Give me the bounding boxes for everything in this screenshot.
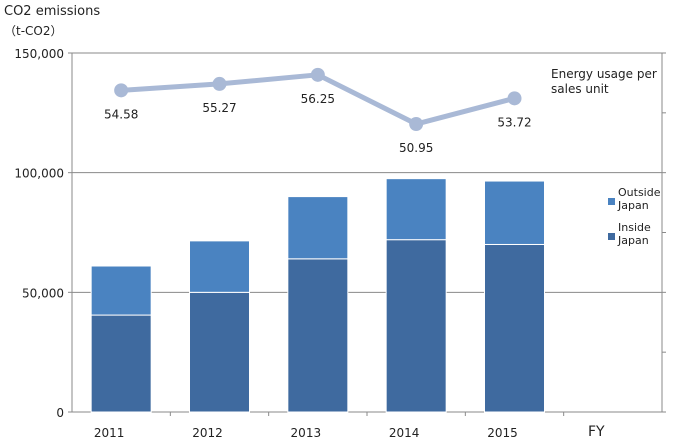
text-layer: CO2 emissions （t-CO2） FY Energy usage pe…	[4, 4, 657, 440]
bar-outside-japan	[385, 178, 447, 241]
bar-outside-japan	[90, 265, 152, 316]
bar-inside-japan	[385, 239, 447, 413]
energy-usage-point	[212, 76, 227, 91]
energy-usage-data-label: 55.27	[202, 101, 236, 115]
x-tick-label: 2012	[192, 426, 223, 440]
energy-line-layer	[114, 67, 522, 132]
x-tick-label: 2013	[291, 426, 322, 440]
legend-swatch-inside-japan	[608, 233, 615, 240]
line-series-label-line2: sales unit	[551, 82, 609, 96]
x-tick-label: 2011	[94, 426, 125, 440]
x-axis-unit-label: FY	[588, 424, 605, 440]
bar-inside-japan	[189, 291, 250, 413]
bar-inside-japan	[287, 258, 349, 413]
y-tick-label: 50,000	[22, 286, 64, 300]
energy-usage-point	[114, 83, 129, 98]
energy-usage-data-label: 50.95	[399, 141, 433, 155]
legend-label-line2: Japan	[617, 199, 649, 212]
plot-area	[71, 52, 663, 413]
x-tick-label: 2014	[389, 426, 420, 440]
line-series-label-line1: Energy usage per	[551, 67, 657, 81]
legend-label-line1: Inside	[618, 221, 651, 234]
energy-usage-point	[310, 67, 325, 82]
y-axis-title-line2: （t-CO2）	[4, 24, 63, 38]
energy-usage-data-label: 53.72	[497, 115, 531, 129]
bar-outside-japan	[189, 240, 250, 293]
y-axis-title-line1: CO2 emissions	[4, 4, 100, 19]
energy-usage-data-label: 54.58	[104, 107, 138, 121]
legend-swatch-outside-japan	[608, 198, 615, 205]
energy-usage-point	[507, 91, 522, 106]
energy-usage-data-label: 56.25	[301, 92, 335, 106]
bar-inside-japan	[90, 314, 152, 413]
y-tick-label: 0	[56, 406, 64, 420]
legend-label-line1: Outside	[618, 186, 661, 199]
y-tick-label: 100,000	[14, 167, 64, 181]
y-tick-label: 150,000	[14, 47, 64, 61]
bar-inside-japan	[484, 243, 545, 413]
bar-outside-japan	[287, 196, 349, 260]
bar-outside-japan	[484, 180, 545, 245]
bar-layer	[90, 178, 545, 413]
legend-label-line2: Japan	[617, 234, 649, 247]
plot-frame	[68, 52, 666, 416]
energy-usage-point	[409, 117, 424, 132]
x-tick-label: 2015	[487, 426, 518, 440]
